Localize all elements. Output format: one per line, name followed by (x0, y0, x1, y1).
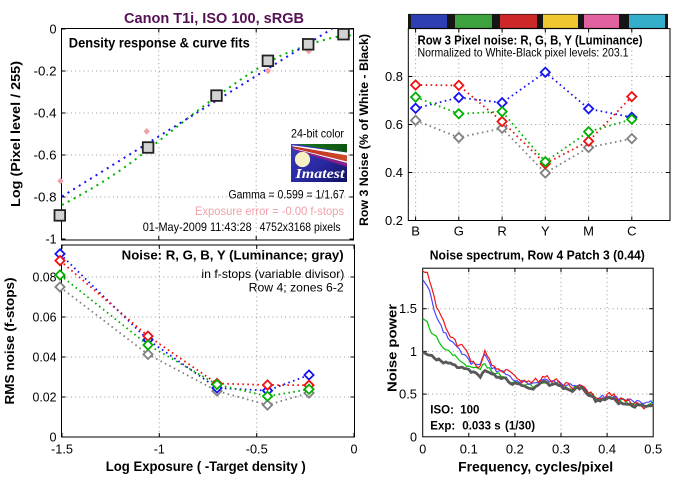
svg-text:0: 0 (351, 442, 358, 457)
svg-text:in f-stops (variable divisor): in f-stops (variable divisor) (201, 267, 344, 281)
svg-text:Frequency, cycles/pixel: Frequency, cycles/pixel (458, 460, 613, 475)
svg-text:Noise: R, G, B, Y (Luminance;: Noise: R, G, B, Y (Luminance; gray) (122, 248, 344, 263)
svg-text:Gamma = 0.599 = 1/1.67: Gamma = 0.599 = 1/1.67 (229, 188, 345, 202)
svg-text:Log Exposure ( -Target density: Log Exposure ( -Target density ) (106, 459, 306, 474)
svg-text:G: G (454, 224, 464, 239)
svg-text:0.6: 0.6 (385, 117, 403, 132)
svg-text:0.02: 0.02 (33, 390, 57, 405)
svg-text:Row 3 Noise (% of White - Blac: Row 3 Noise (% of White - Black) (357, 34, 371, 226)
svg-text:0: 0 (410, 429, 417, 444)
svg-text:0.2: 0.2 (385, 213, 403, 228)
svg-text:B: B (411, 224, 420, 239)
svg-text:4752x3168 pixels: 4752x3168 pixels (260, 220, 341, 234)
svg-text:0.4: 0.4 (385, 165, 403, 180)
svg-text:Exp:: Exp: (430, 421, 455, 433)
svg-text:Exposure error = -0.00 f-stops: Exposure error = -0.00 f-stops (195, 204, 344, 218)
svg-text:0.5: 0.5 (644, 442, 662, 457)
svg-text:0: 0 (50, 22, 57, 37)
svg-text:0.8: 0.8 (385, 69, 403, 84)
svg-text:0.2: 0.2 (506, 442, 524, 457)
svg-text:RMS noise (f-stops): RMS noise (f-stops) (2, 278, 17, 405)
svg-text:0.033 s: 0.033 s (462, 421, 500, 433)
svg-text:1: 1 (410, 344, 417, 359)
svg-text:Imatest: Imatest (294, 166, 346, 181)
svg-text:Row 4; zones 6-2: Row 4; zones 6-2 (249, 280, 344, 294)
svg-text:(1/30): (1/30) (505, 421, 535, 433)
svg-text:-0.2: -0.2 (34, 64, 57, 79)
svg-text:0: 0 (419, 442, 426, 457)
svg-text:Normalized to White-Black pixe: Normalized to White-Black pixel levels: … (418, 46, 629, 60)
svg-text:-1.5: -1.5 (51, 442, 73, 457)
svg-text:-1: -1 (154, 442, 165, 457)
svg-text:-0.4: -0.4 (34, 106, 57, 121)
svg-text:0.3: 0.3 (552, 442, 570, 457)
svg-text:C: C (627, 224, 636, 239)
svg-text:Y: Y (541, 224, 550, 239)
svg-text:0.4: 0.4 (598, 442, 616, 457)
svg-text:0.08: 0.08 (33, 270, 57, 285)
svg-text:01-May-2009 11:43:28: 01-May-2009 11:43:28 (143, 220, 252, 234)
svg-text:M: M (583, 224, 594, 239)
svg-text:1.5: 1.5 (399, 301, 417, 316)
svg-text:-1: -1 (46, 232, 57, 247)
svg-text:Canon T1i, ISO 100, sRGB: Canon T1i, ISO 100, sRGB (124, 11, 304, 27)
svg-text:0: 0 (50, 430, 57, 445)
svg-text:0.1: 0.1 (460, 442, 478, 457)
svg-text:-0.5: -0.5 (246, 442, 268, 457)
svg-text:24-bit color: 24-bit color (291, 127, 344, 141)
svg-text:Row 3 Pixel noise: R, G, B, Y: Row 3 Pixel noise: R, G, B, Y (Luminance… (418, 34, 643, 48)
svg-text:0.04: 0.04 (33, 350, 57, 365)
svg-text:-0.6: -0.6 (34, 148, 57, 163)
svg-text:ISO:: ISO: (430, 405, 454, 417)
svg-text:Noise spectrum, Row 4 Patch 3: Noise spectrum, Row 4 Patch 3 (0.44) (430, 248, 645, 263)
svg-text:Density response & curve fits: Density response & curve fits (69, 35, 250, 51)
svg-text:Log (Pixel level / 255): Log (Pixel level / 255) (8, 61, 23, 207)
svg-text:0.5: 0.5 (399, 387, 417, 402)
svg-text:-0.8: -0.8 (34, 190, 57, 205)
svg-text:100: 100 (460, 405, 479, 417)
svg-text:Noise power: Noise power (385, 304, 400, 392)
svg-text:0.06: 0.06 (33, 310, 57, 325)
svg-text:R: R (497, 224, 506, 239)
